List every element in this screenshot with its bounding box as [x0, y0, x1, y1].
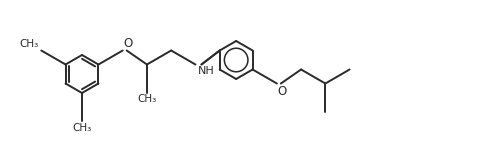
Text: CH₃: CH₃ — [19, 38, 38, 49]
Text: CH₃: CH₃ — [137, 95, 156, 104]
Text: O: O — [123, 37, 133, 49]
Text: NH: NH — [197, 66, 214, 75]
Text: CH₃: CH₃ — [72, 123, 92, 133]
Text: O: O — [278, 85, 287, 98]
